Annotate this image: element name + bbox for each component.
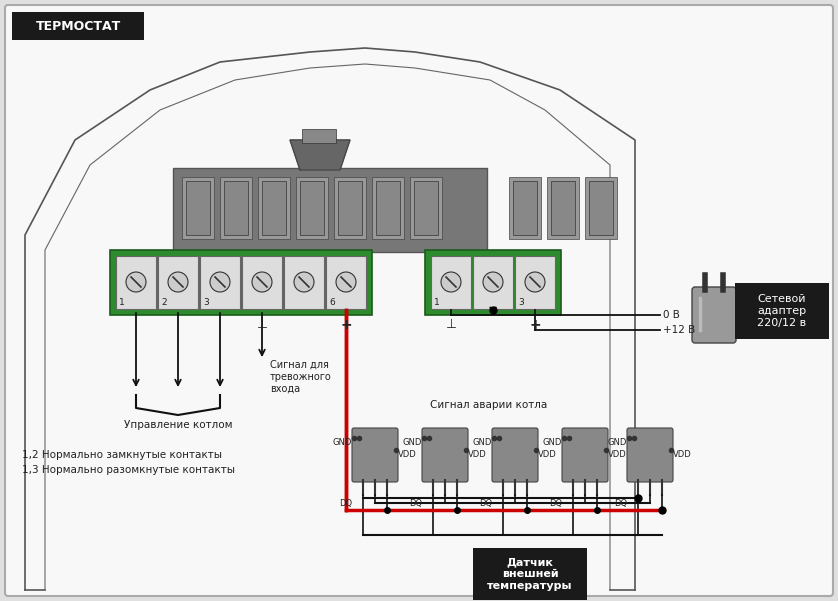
Text: DQ: DQ [478,499,492,508]
FancyBboxPatch shape [158,256,198,309]
FancyBboxPatch shape [182,177,214,239]
Circle shape [441,272,461,292]
FancyBboxPatch shape [376,181,400,235]
Text: GND: GND [333,438,352,447]
FancyBboxPatch shape [513,181,537,235]
Text: Сетевой
адаптер
220/12 в: Сетевой адаптер 220/12 в [758,294,806,328]
FancyBboxPatch shape [425,250,561,315]
FancyBboxPatch shape [258,177,290,239]
Text: GND: GND [608,438,627,447]
Text: GND: GND [543,438,562,447]
Text: VDD: VDD [608,450,627,459]
FancyBboxPatch shape [338,181,362,235]
Text: ⊥: ⊥ [446,318,457,331]
FancyBboxPatch shape [414,181,438,235]
FancyBboxPatch shape [186,181,210,235]
FancyBboxPatch shape [284,256,324,309]
FancyBboxPatch shape [352,428,398,482]
Text: 2: 2 [161,298,167,307]
Text: 0 В: 0 В [663,310,680,320]
Text: GND: GND [473,438,492,447]
FancyBboxPatch shape [262,181,286,235]
FancyBboxPatch shape [302,129,336,143]
FancyBboxPatch shape [473,256,513,309]
Text: DQ: DQ [614,499,627,508]
Text: ⊥: ⊥ [256,318,267,331]
Text: DQ: DQ [549,499,562,508]
FancyBboxPatch shape [300,181,324,235]
FancyBboxPatch shape [173,168,487,252]
FancyBboxPatch shape [431,256,471,309]
FancyBboxPatch shape [296,177,328,239]
Text: GND: GND [402,438,422,447]
FancyBboxPatch shape [220,177,252,239]
FancyBboxPatch shape [12,12,144,40]
Text: DQ: DQ [409,499,422,508]
FancyBboxPatch shape [422,428,468,482]
Text: 6: 6 [329,298,334,307]
Circle shape [294,272,314,292]
FancyBboxPatch shape [372,177,404,239]
FancyBboxPatch shape [492,428,538,482]
Text: +: + [340,318,352,332]
Circle shape [168,272,188,292]
Text: Сигнал аварии котла: Сигнал аварии котла [430,400,547,410]
FancyBboxPatch shape [562,428,608,482]
FancyBboxPatch shape [116,256,156,309]
Text: 1: 1 [434,298,440,307]
FancyBboxPatch shape [692,287,736,343]
FancyBboxPatch shape [547,177,579,239]
Text: Управление котлом: Управление котлом [124,420,232,430]
Text: ТЕРМОСТАТ: ТЕРМОСТАТ [35,19,121,32]
Text: Датчик
внешней
температуры: Датчик внешней температуры [487,557,572,591]
FancyBboxPatch shape [551,181,575,235]
Text: Сигнал для
тревожного
входа: Сигнал для тревожного входа [270,360,332,393]
Text: 3: 3 [203,298,209,307]
FancyBboxPatch shape [334,177,366,239]
Text: VDD: VDD [538,450,556,459]
Circle shape [126,272,146,292]
Text: 3: 3 [518,298,524,307]
FancyBboxPatch shape [326,256,366,309]
Circle shape [336,272,356,292]
Text: 1: 1 [119,298,125,307]
Circle shape [483,272,503,292]
Text: VDD: VDD [468,450,487,459]
FancyBboxPatch shape [5,5,833,596]
FancyBboxPatch shape [200,256,240,309]
Circle shape [525,272,545,292]
Text: VDD: VDD [398,450,416,459]
Text: 1,2 Нормально замкнутые контакты: 1,2 Нормально замкнутые контакты [22,450,222,460]
FancyBboxPatch shape [585,177,617,239]
FancyBboxPatch shape [509,177,541,239]
FancyBboxPatch shape [515,256,555,309]
FancyBboxPatch shape [110,250,372,315]
FancyBboxPatch shape [473,548,587,600]
Text: 1,3 Нормально разомкнутые контакты: 1,3 Нормально разомкнутые контакты [22,465,235,475]
Text: +: + [529,318,541,332]
FancyBboxPatch shape [589,181,613,235]
Text: +12 В: +12 В [663,325,696,335]
FancyBboxPatch shape [627,428,673,482]
FancyBboxPatch shape [242,256,282,309]
FancyBboxPatch shape [410,177,442,239]
Polygon shape [290,140,350,170]
Circle shape [210,272,230,292]
Circle shape [252,272,272,292]
Text: DQ: DQ [339,499,352,508]
Text: VDD: VDD [673,450,691,459]
FancyBboxPatch shape [224,181,248,235]
FancyBboxPatch shape [735,283,829,339]
